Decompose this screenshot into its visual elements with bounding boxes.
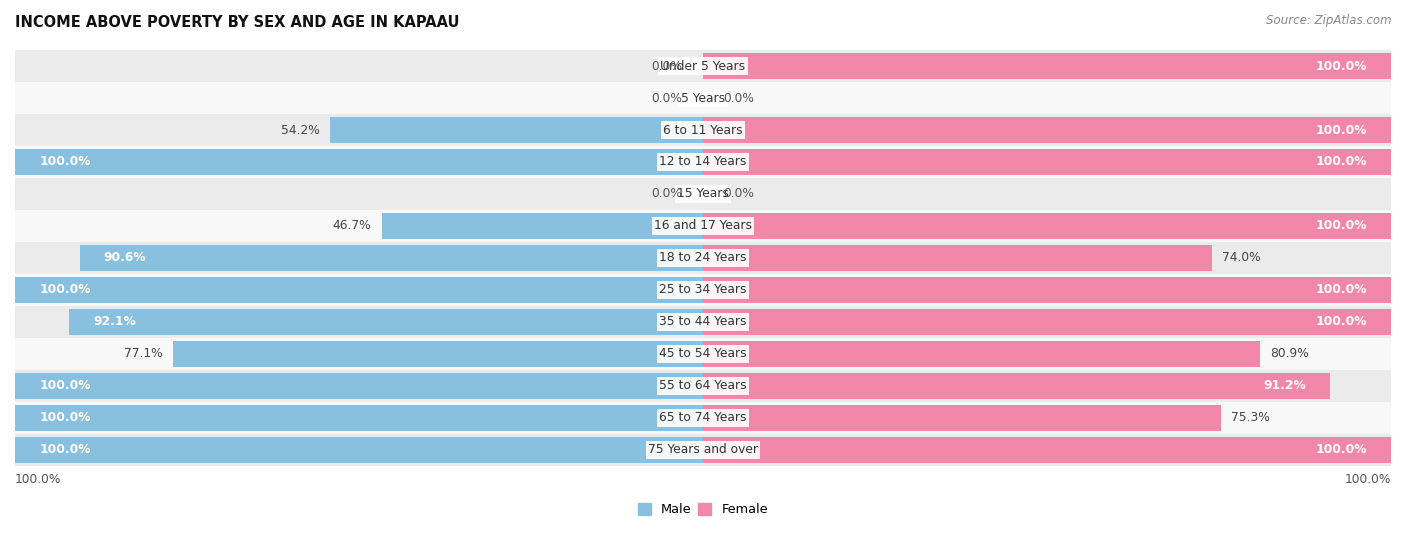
Text: 100.0%: 100.0% bbox=[1316, 155, 1367, 168]
Bar bbox=[703, 341, 1260, 367]
Text: 100.0%: 100.0% bbox=[1316, 283, 1367, 296]
Bar bbox=[703, 373, 1330, 399]
Bar bbox=[15, 277, 703, 303]
Text: 25 to 34 Years: 25 to 34 Years bbox=[659, 283, 747, 296]
Text: 35 to 44 Years: 35 to 44 Years bbox=[659, 315, 747, 328]
Bar bbox=[703, 245, 1212, 271]
Text: 100.0%: 100.0% bbox=[39, 283, 90, 296]
Text: 0.0%: 0.0% bbox=[724, 187, 755, 201]
Bar bbox=[15, 82, 1391, 114]
Text: 75 Years and over: 75 Years and over bbox=[648, 443, 758, 456]
Text: 100.0%: 100.0% bbox=[39, 155, 90, 168]
Text: 55 to 64 Years: 55 to 64 Years bbox=[659, 380, 747, 392]
Text: 90.6%: 90.6% bbox=[104, 252, 146, 264]
Bar bbox=[703, 117, 1391, 143]
Bar bbox=[703, 53, 1391, 79]
Text: 91.2%: 91.2% bbox=[1264, 380, 1306, 392]
Bar bbox=[330, 117, 703, 143]
Text: 100.0%: 100.0% bbox=[1344, 473, 1391, 486]
Text: 100.0%: 100.0% bbox=[39, 411, 90, 424]
Bar bbox=[703, 309, 1391, 335]
Bar bbox=[15, 338, 1391, 370]
Bar bbox=[15, 50, 1391, 82]
Bar bbox=[15, 210, 1391, 242]
Bar bbox=[15, 437, 703, 463]
Text: 100.0%: 100.0% bbox=[1316, 315, 1367, 328]
Bar bbox=[69, 309, 703, 335]
Text: 65 to 74 Years: 65 to 74 Years bbox=[659, 411, 747, 424]
Text: 75.3%: 75.3% bbox=[1232, 411, 1270, 424]
Text: 45 to 54 Years: 45 to 54 Years bbox=[659, 347, 747, 361]
Text: 6 to 11 Years: 6 to 11 Years bbox=[664, 124, 742, 136]
Bar bbox=[15, 274, 1391, 306]
Bar bbox=[15, 370, 1391, 402]
Text: 5 Years: 5 Years bbox=[681, 92, 725, 105]
Bar bbox=[15, 405, 703, 431]
Text: 15 Years: 15 Years bbox=[678, 187, 728, 201]
Text: 77.1%: 77.1% bbox=[124, 347, 162, 361]
Legend: Male, Female: Male, Female bbox=[633, 498, 773, 522]
Text: 100.0%: 100.0% bbox=[1316, 124, 1367, 136]
Text: 0.0%: 0.0% bbox=[651, 60, 682, 73]
Text: 0.0%: 0.0% bbox=[651, 92, 682, 105]
Bar bbox=[15, 434, 1391, 466]
Text: 46.7%: 46.7% bbox=[333, 220, 371, 233]
Bar bbox=[173, 341, 703, 367]
Text: 100.0%: 100.0% bbox=[39, 380, 90, 392]
Bar bbox=[15, 242, 1391, 274]
Text: 100.0%: 100.0% bbox=[1316, 60, 1367, 73]
Bar bbox=[703, 405, 1220, 431]
Text: 80.9%: 80.9% bbox=[1270, 347, 1309, 361]
Bar bbox=[15, 306, 1391, 338]
Bar bbox=[80, 245, 703, 271]
Bar bbox=[703, 213, 1391, 239]
Text: 100.0%: 100.0% bbox=[39, 443, 90, 456]
Bar bbox=[703, 149, 1391, 175]
Bar bbox=[15, 373, 703, 399]
Bar bbox=[381, 213, 703, 239]
Bar bbox=[15, 146, 1391, 178]
Bar bbox=[15, 178, 1391, 210]
Bar bbox=[15, 402, 1391, 434]
Text: 74.0%: 74.0% bbox=[1222, 252, 1261, 264]
Text: 92.1%: 92.1% bbox=[93, 315, 136, 328]
Text: 16 and 17 Years: 16 and 17 Years bbox=[654, 220, 752, 233]
Text: 54.2%: 54.2% bbox=[281, 124, 319, 136]
Bar bbox=[15, 114, 1391, 146]
Text: INCOME ABOVE POVERTY BY SEX AND AGE IN KAPAAU: INCOME ABOVE POVERTY BY SEX AND AGE IN K… bbox=[15, 15, 460, 30]
Text: 0.0%: 0.0% bbox=[724, 92, 755, 105]
Bar bbox=[15, 149, 703, 175]
Text: 12 to 14 Years: 12 to 14 Years bbox=[659, 155, 747, 168]
Text: 100.0%: 100.0% bbox=[1316, 443, 1367, 456]
Text: 18 to 24 Years: 18 to 24 Years bbox=[659, 252, 747, 264]
Bar bbox=[703, 437, 1391, 463]
Text: Under 5 Years: Under 5 Years bbox=[661, 60, 745, 73]
Bar bbox=[703, 277, 1391, 303]
Text: Source: ZipAtlas.com: Source: ZipAtlas.com bbox=[1267, 14, 1392, 27]
Text: 100.0%: 100.0% bbox=[1316, 220, 1367, 233]
Text: 100.0%: 100.0% bbox=[15, 473, 62, 486]
Text: 0.0%: 0.0% bbox=[651, 187, 682, 201]
